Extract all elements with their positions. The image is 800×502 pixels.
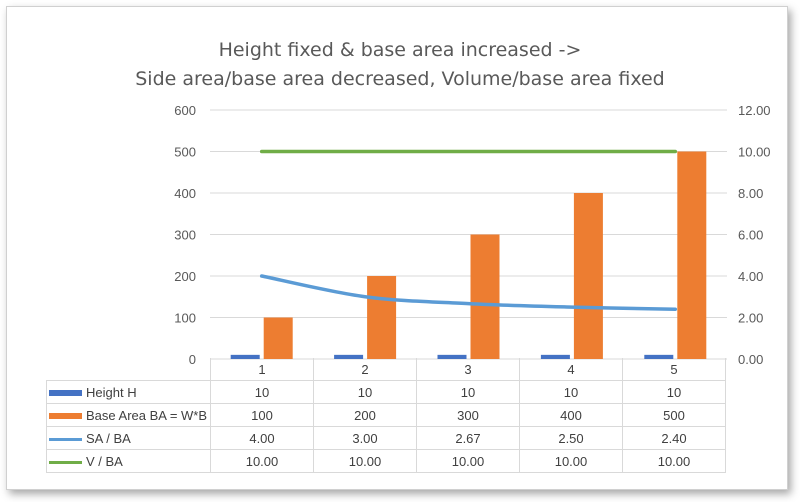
series-name: Base Area BA = W*B (86, 407, 208, 423)
data-table-header-row: 1 2 3 4 5 (47, 358, 726, 381)
y-left-tick-label: 300 (174, 228, 196, 243)
data-cell: 10.00 (622, 449, 726, 473)
data-cell: 10 (519, 380, 623, 404)
y-left-tick-label: 0 (189, 352, 196, 367)
data-cell: 10 (210, 380, 314, 404)
legend-key-height (49, 390, 82, 397)
bar-height-h (644, 354, 674, 359)
data-cell: 10.00 (416, 449, 520, 473)
bar-height-h (230, 354, 260, 359)
bar-height-h (437, 354, 467, 359)
data-cell: 400 (519, 403, 623, 427)
y-right-tick-label: 8.00 (738, 186, 763, 201)
data-table-row: Height H 10 10 10 10 10 (46, 380, 726, 404)
y-right-tick-label: 12.00 (738, 103, 771, 118)
data-cell: 10 (622, 380, 726, 404)
y-left-tick-label: 400 (174, 186, 196, 201)
series-name: Height H (86, 384, 137, 400)
data-cell: 3.00 (313, 426, 417, 450)
data-cell: 2.67 (416, 426, 520, 450)
data-cell: 200 (313, 403, 417, 427)
category-label: 4 (519, 358, 623, 381)
bar-base-area (677, 151, 707, 359)
series-name: SA / BA (86, 430, 131, 446)
bar-base-area (367, 276, 397, 359)
y-axis-right-ticks: 0.00 2.00 4.00 6.00 8.00 10.00 12.00 (738, 103, 771, 367)
y-left-tick-label: 500 (174, 145, 196, 160)
legend-key-sa-ba (49, 437, 82, 441)
bar-base-area (263, 317, 293, 359)
y-right-tick-label: 2.00 (738, 311, 763, 326)
chart-title-line-1: Height fixed & base area increased -> (218, 39, 582, 61)
chart-title-line-2: Side area/base area decreased, Volume/ba… (135, 68, 665, 90)
chart-title: Height fixed & base area increased -> Si… (0, 36, 800, 94)
y-left-tick-label: 100 (174, 311, 196, 326)
category-label: 5 (622, 358, 726, 381)
data-cell: 2.40 (622, 426, 726, 450)
data-cell: 10.00 (210, 449, 314, 473)
legend-key-base-area (49, 413, 82, 420)
bar-base-area (470, 234, 500, 359)
bar-height-h (540, 354, 570, 359)
y-left-tick-label: 600 (174, 103, 196, 118)
data-cell: 500 (622, 403, 726, 427)
data-cell: 10 (313, 380, 417, 404)
bar-series (230, 151, 707, 359)
y-axis-left-ticks: 0 100 200 300 400 500 600 (174, 103, 196, 367)
category-label: 1 (210, 358, 314, 381)
data-table-row: SA / BA 4.00 3.00 2.67 2.50 2.40 (46, 426, 726, 450)
data-cell: 100 (210, 403, 314, 427)
y-right-tick-label: 10.00 (738, 145, 771, 160)
bar-base-area (573, 193, 603, 359)
line-sa-ba (259, 274, 678, 311)
category-label: 3 (416, 358, 520, 381)
data-cell: 4.00 (210, 426, 314, 450)
data-cell: 2.50 (519, 426, 623, 450)
bar-height-h (334, 354, 364, 359)
data-cell: 10 (416, 380, 520, 404)
y-right-tick-label: 4.00 (738, 269, 763, 284)
y-right-tick-label: 6.00 (738, 228, 763, 243)
y-left-tick-label: 200 (174, 269, 196, 284)
data-table-row: Base Area BA = W*B 100 200 300 400 500 (46, 403, 726, 427)
line-series (259, 149, 678, 311)
data-table: 1 2 3 4 5 Height H 10 10 10 10 10 Base A… (46, 358, 726, 473)
legend-key-v-ba (49, 460, 82, 464)
data-table-row: V / BA 10.00 10.00 10.00 10.00 10.00 (46, 449, 726, 473)
data-cell: 10.00 (519, 449, 623, 473)
category-label: 2 (313, 358, 417, 381)
data-cell: 300 (416, 403, 520, 427)
series-name: V / BA (86, 453, 123, 469)
data-cell: 10.00 (313, 449, 417, 473)
y-right-tick-label: 0.00 (738, 352, 763, 367)
